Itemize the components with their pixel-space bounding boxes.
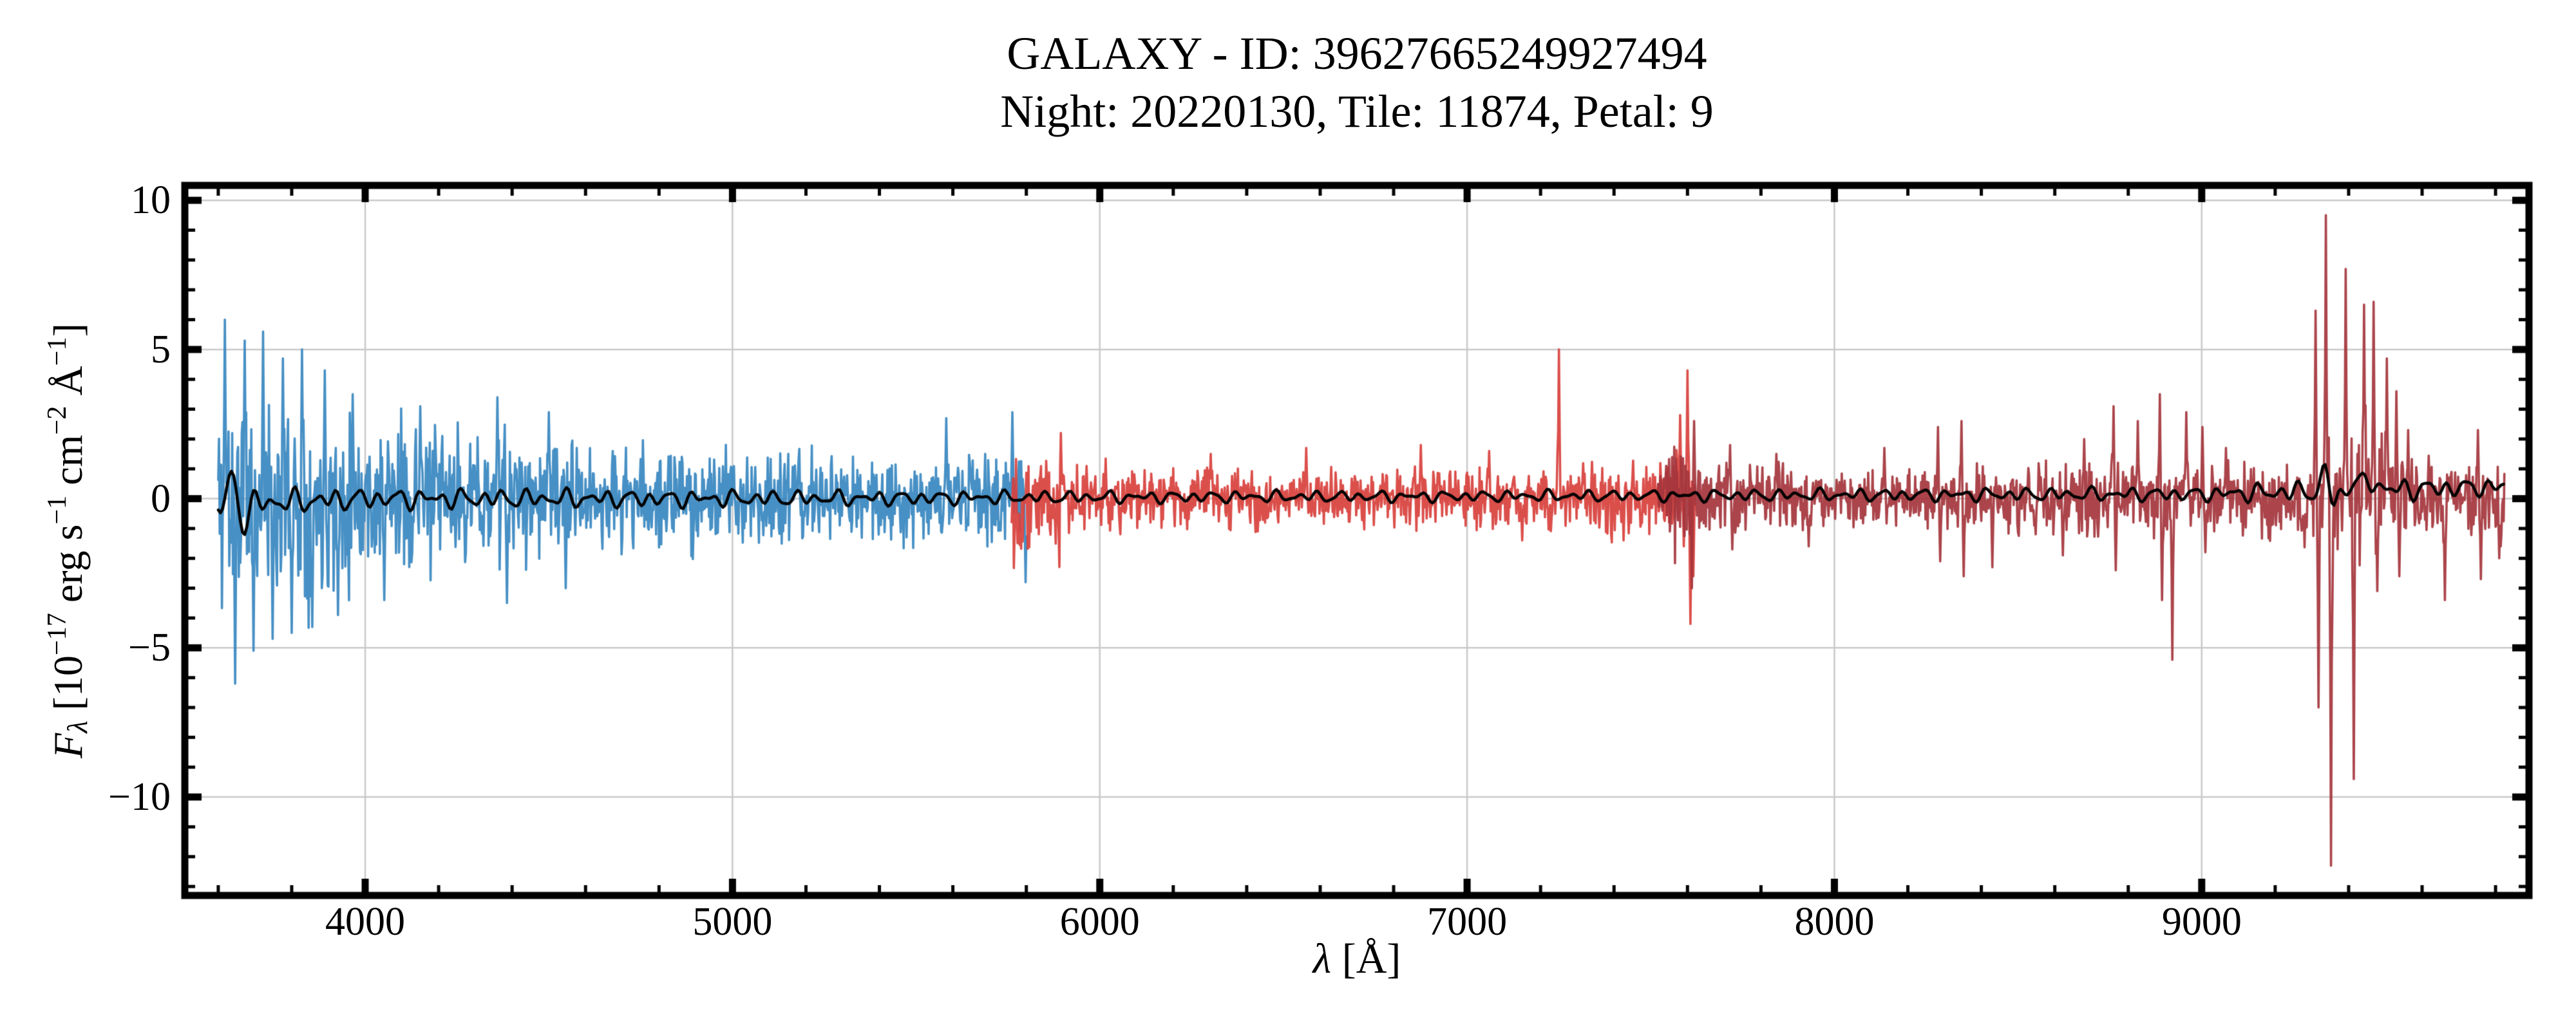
y-tick-label: −5: [128, 626, 171, 670]
plot-title: GALAXY - ID: 39627665249927494: [1007, 28, 1707, 79]
y-tick-label: 10: [131, 178, 171, 223]
x-axis-label: λ [Å]: [1312, 935, 1401, 982]
x-tick-label: 7000: [1427, 900, 1508, 944]
x-tick-label: 6000: [1059, 900, 1140, 944]
x-tick-label: 4000: [325, 900, 406, 944]
x-tick-label: 9000: [2161, 900, 2242, 944]
y-tick-label: 0: [151, 476, 171, 521]
y-axis-label: Fλ [10−17 erg s−1 cm−2 Å−1]: [41, 323, 94, 758]
y-tick-label: 5: [151, 327, 171, 371]
y-tick-label: −10: [108, 775, 171, 819]
x-tick-label: 5000: [692, 900, 773, 944]
x-tick-label: 8000: [1794, 900, 1875, 944]
plot-subtitle: Night: 20220130, Tile: 11874, Petal: 9: [1000, 86, 1714, 137]
